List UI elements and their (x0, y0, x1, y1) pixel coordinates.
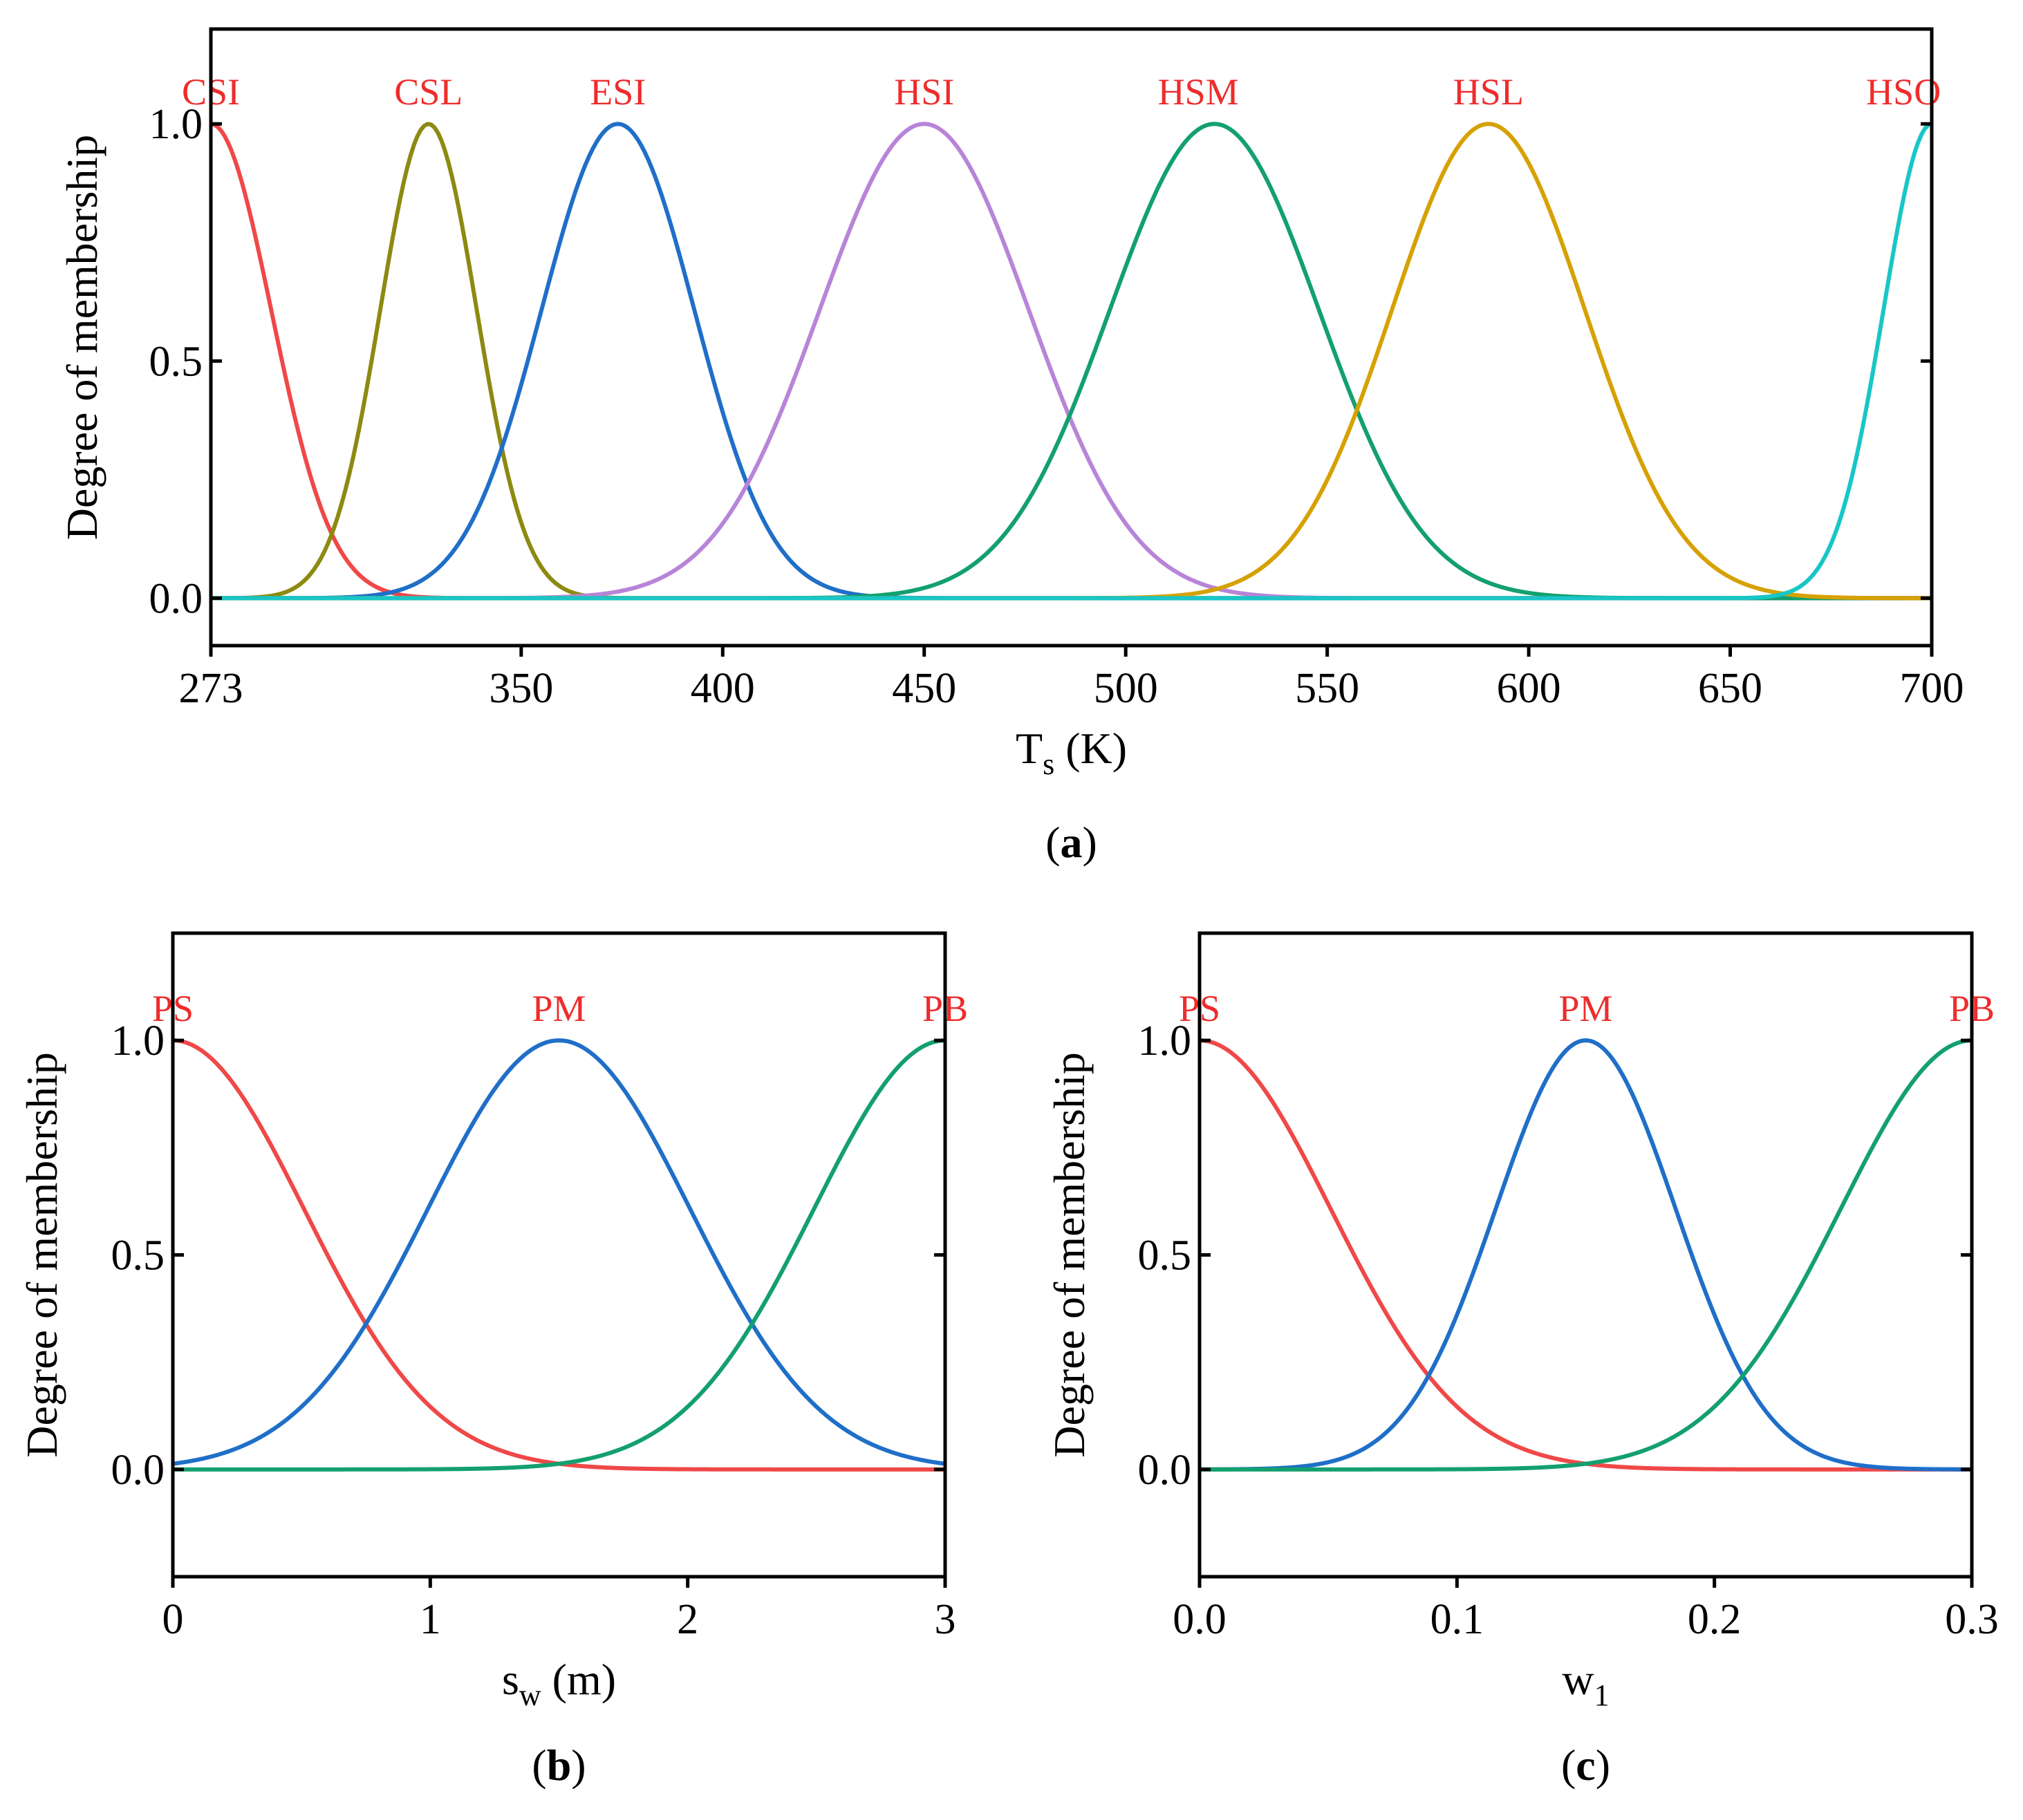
y-tick-label-c: 0.0 (1138, 1447, 1192, 1494)
x-tick-label-a: 700 (1900, 665, 1964, 712)
panel-caption-c: (c) (1561, 1741, 1610, 1790)
x-axis-title-c: w1 (1562, 1655, 1609, 1712)
y-axis-title-b: Degree of membership (17, 1052, 66, 1457)
x-tick-label-a: 350 (489, 665, 553, 712)
series-label-a-csl: CSL (394, 71, 463, 113)
x-tick-label-b: 2 (677, 1596, 698, 1643)
x-tick-label-b: 0 (162, 1596, 184, 1643)
series-label-a-hsi: HSI (894, 71, 954, 113)
x-tick-label-c: 0.0 (1173, 1596, 1227, 1643)
y-tick-label-a: 1.0 (149, 101, 203, 148)
series-line-a-esi (211, 122, 1932, 601)
x-axis-title-a: Ts (K) (1016, 724, 1127, 781)
series-line-c-ps (1200, 1038, 1972, 1472)
x-tick-label-a: 550 (1295, 665, 1359, 712)
series-line-b-pm (173, 1038, 945, 1466)
series-label-a-hso: HSO (1866, 71, 1941, 113)
series-line-a-hso (211, 122, 1932, 601)
x-tick-label-b: 3 (935, 1596, 956, 1643)
plot-frame-b (171, 931, 947, 1579)
x-tick-label-a: 500 (1094, 665, 1158, 712)
series-line-b-ps (173, 1038, 945, 1472)
chart-panel-b: PS PM PB0.00.51.00 1 2 3sw (m)Degree of membe… (17, 931, 968, 1790)
y-axis-title-c: Degree of membership (1045, 1052, 1094, 1457)
plot-frame-a (209, 27, 1934, 648)
series-line-b-pb (173, 1038, 945, 1472)
x-tick-label-c: 0.2 (1688, 1596, 1742, 1643)
x-tick-label-a: 400 (691, 665, 755, 712)
x-tick-label-c: 0.3 (1945, 1596, 1999, 1643)
x-tick-label-a: 273 (179, 665, 243, 712)
x-tick-label-a: 650 (1698, 665, 1762, 712)
y-tick-label-a: 0.0 (149, 575, 203, 622)
series-label-b-pm: PM (532, 988, 586, 1029)
series-label-a-hsl: HSL (1453, 71, 1524, 113)
x-axis-title-b: sw (m) (502, 1655, 616, 1712)
y-tick-label-b: 1.0 (111, 1017, 165, 1064)
series-label-a-esi: ESI (590, 71, 646, 113)
x-tick-label-c: 0.1 (1430, 1596, 1484, 1643)
y-tick-label-c: 1.0 (1138, 1017, 1192, 1064)
panel-caption-b: (b) (532, 1741, 586, 1790)
x-tick-label-a: 600 (1497, 665, 1561, 712)
series-label-c-pm: PM (1558, 988, 1612, 1029)
x-tick-label-a: 450 (892, 665, 956, 712)
series-line-c-pm (1200, 1038, 1972, 1472)
y-tick-label-a: 0.5 (149, 338, 203, 385)
y-tick-label-b: 0.0 (111, 1447, 165, 1494)
series-label-a-hsm: HSM (1158, 71, 1239, 113)
x-tick-label-b: 1 (420, 1596, 441, 1643)
y-tick-label-b: 0.5 (111, 1232, 165, 1279)
y-axis-title-a: Degree of membership (57, 135, 106, 540)
y-tick-label-c: 0.5 (1138, 1232, 1192, 1279)
plot-frame-c (1197, 931, 1974, 1579)
series-line-c-pb (1200, 1038, 1972, 1472)
panel-caption-a: (a) (1045, 818, 1097, 867)
